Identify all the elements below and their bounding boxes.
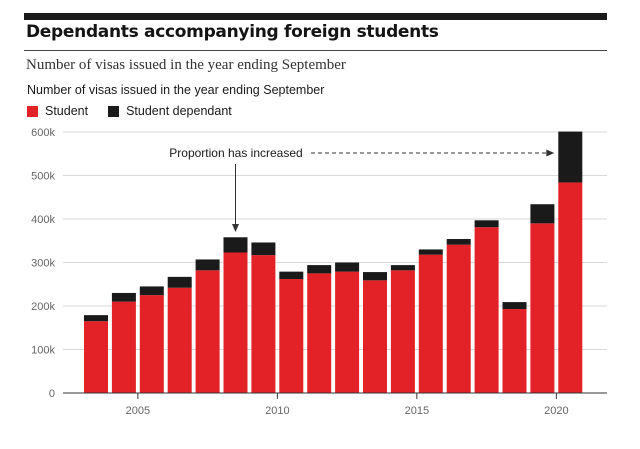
bar-student-dependant <box>335 262 360 272</box>
bar-student-dependant <box>474 220 499 228</box>
bar-student <box>279 279 304 393</box>
title-rule <box>24 50 607 51</box>
bar-student <box>558 182 583 393</box>
bar-student <box>307 273 332 393</box>
annotation-text: Proportion has increased <box>169 146 302 160</box>
bar-student <box>390 270 415 393</box>
y-tick-label: 600k <box>31 127 55 139</box>
bar-student <box>167 287 192 393</box>
bar-student-dependant <box>363 272 387 281</box>
bar-student-dependant <box>307 265 332 274</box>
y-tick-label: 100k <box>31 345 55 357</box>
bar-student-dependant <box>390 265 415 271</box>
x-axis: 2005 2010 2015 2020 <box>63 392 607 417</box>
bar-student <box>363 280 387 393</box>
x-tick-label: 2010 <box>265 405 289 417</box>
bar-student-dependant <box>279 271 304 280</box>
y-tick-label: 300k <box>31 258 55 270</box>
bar-student <box>139 295 164 393</box>
bar-student-dependant <box>446 239 471 245</box>
chart-title: Dependants accompanying foreign students <box>26 22 439 42</box>
arrowhead-icon <box>232 224 239 232</box>
y-tick-label: 0 <box>49 388 55 400</box>
bar-student-dependant <box>195 259 220 271</box>
legend-item-student: Student <box>27 104 88 118</box>
bar-student-dependant <box>167 276 192 288</box>
chart-subtitle: Number of visas issued in the year endin… <box>26 57 346 73</box>
y-tick-label: 500k <box>31 171 55 183</box>
bar-student <box>195 270 220 393</box>
legend-label-student-dependant: Student dependant <box>126 104 232 118</box>
bar-student <box>474 227 499 393</box>
bar-student <box>418 254 443 393</box>
bar-student-dependant <box>223 237 248 253</box>
bar-student <box>84 321 108 393</box>
arrowhead-icon <box>546 149 555 157</box>
x-tick-label: 2015 <box>405 405 429 417</box>
annotation: Proportion has increased <box>169 146 555 232</box>
bar-student-dependant <box>111 292 136 302</box>
bar-student <box>251 255 276 393</box>
chart-label: Number of visas issued in the year endin… <box>27 83 325 97</box>
legend-label-student: Student <box>45 104 89 118</box>
bar-student <box>530 223 555 393</box>
bars <box>84 131 583 393</box>
bar-student <box>335 271 360 393</box>
y-tick-label: 200k <box>31 301 55 313</box>
legend-swatch-student <box>27 105 38 117</box>
legend: Student Student dependant <box>27 104 252 118</box>
bar-student <box>111 301 136 393</box>
bar-student <box>502 309 527 393</box>
legend-item-student-dependant: Student dependant <box>108 104 232 118</box>
y-tick-label: 400k <box>31 214 55 226</box>
bar-student-dependant <box>530 204 555 224</box>
bar-student <box>223 252 248 393</box>
bar-student-dependant <box>418 249 443 255</box>
bar-student-dependant <box>139 286 164 296</box>
bar-student-dependant <box>251 242 276 256</box>
x-tick-label: 2005 <box>126 405 150 417</box>
top-rule <box>24 13 607 20</box>
bar-student-dependant <box>558 131 583 183</box>
bar-student-dependant <box>84 315 108 322</box>
x-tick-label: 2020 <box>544 405 568 417</box>
y-axis: 0 100k 200k 300k 400k 500k 600k <box>31 127 55 400</box>
legend-swatch-student-dependant <box>108 105 120 117</box>
bar-student-dependant <box>502 302 527 310</box>
bar-student <box>446 244 471 393</box>
